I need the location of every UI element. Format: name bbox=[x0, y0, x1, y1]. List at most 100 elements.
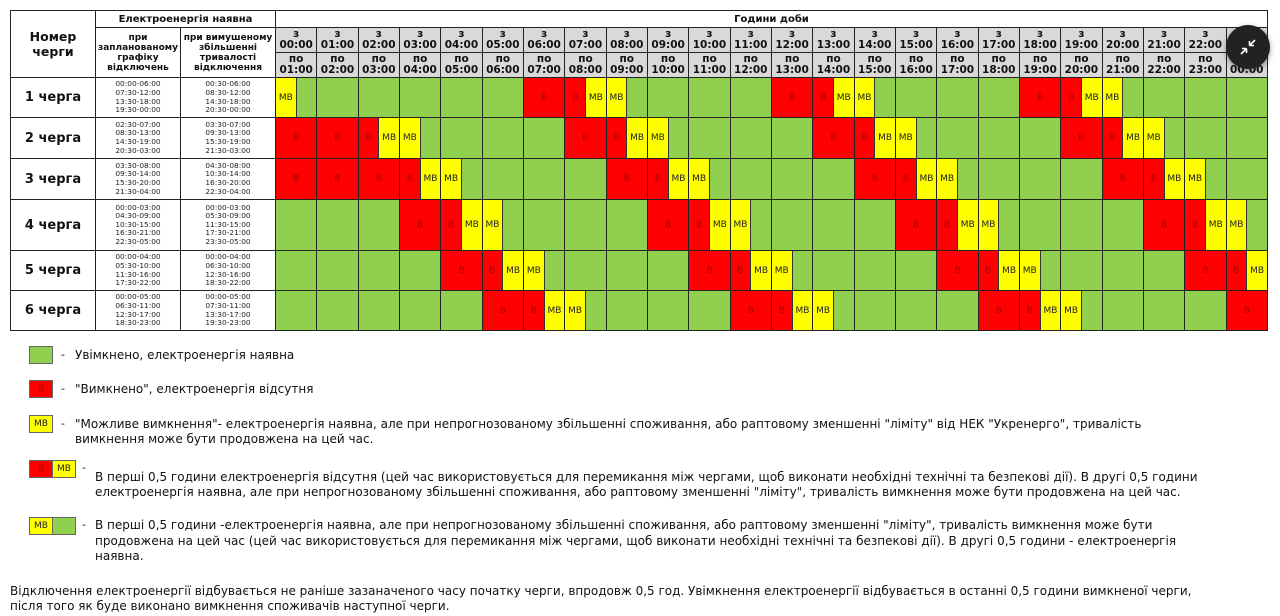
hour-to-header: по 14:00 bbox=[812, 52, 855, 78]
half-cell-on bbox=[1039, 251, 1061, 290]
half-cell-on bbox=[460, 159, 482, 199]
half-cell-off: В bbox=[771, 291, 792, 330]
hour-cell-split: В МВ bbox=[977, 250, 1020, 291]
half-cell-maybe: МВ bbox=[1163, 159, 1185, 199]
hour-cell-on bbox=[977, 77, 1020, 118]
cell-label bbox=[1061, 159, 1101, 199]
legend-swatch-off: В bbox=[29, 380, 53, 398]
half-cell-on bbox=[1080, 291, 1102, 330]
footer-note-1: Відключення електроенергії відбувається … bbox=[10, 584, 1192, 598]
planned-column-header: при запланованому графіку відключень bbox=[95, 27, 181, 78]
to-prefix: по bbox=[908, 53, 924, 65]
cell-label bbox=[1061, 251, 1101, 290]
cell-label bbox=[607, 251, 647, 290]
cell-label bbox=[855, 291, 895, 330]
half-cell-on bbox=[708, 159, 730, 199]
swatch-label: В bbox=[30, 461, 52, 477]
time-range: 14:30-18:00 bbox=[205, 96, 251, 106]
hour-cell-split: МВ bbox=[646, 117, 690, 159]
hour-from-header: з 13:00 bbox=[812, 27, 855, 53]
hour-from: 21:00 bbox=[1147, 39, 1181, 51]
cell-label: В bbox=[1202, 265, 1209, 276]
cell-label bbox=[483, 118, 523, 158]
queue-label: 5 черга bbox=[10, 250, 96, 291]
time-range: 20:30-00:00 bbox=[205, 105, 251, 115]
hour-cell-split: В МВ bbox=[398, 158, 442, 200]
half-cell-on bbox=[791, 251, 813, 290]
hour-from: 03:00 bbox=[403, 39, 437, 51]
hour-cell-on bbox=[853, 290, 896, 331]
half-cell-maybe: МВ bbox=[606, 78, 627, 117]
time-range: 18:30-23:00 bbox=[115, 318, 161, 328]
time-range: 00:00-04:00 bbox=[115, 252, 161, 262]
cell-label: В bbox=[747, 305, 754, 316]
half-cell-on bbox=[915, 118, 937, 158]
hour-cell-off: В bbox=[729, 290, 772, 331]
cell-label: В bbox=[1119, 174, 1126, 184]
hour-cell-on bbox=[605, 199, 648, 251]
hour-cell-off: В bbox=[274, 158, 318, 200]
queue-label: 2 черга bbox=[10, 117, 96, 159]
legend-dash: - bbox=[82, 461, 86, 474]
hour-cell-split: В МВ bbox=[894, 158, 938, 200]
cell-label bbox=[1061, 200, 1101, 250]
hour-cell-split: МВ bbox=[688, 158, 731, 200]
cell-label bbox=[1185, 118, 1225, 158]
hour-from-header: з 16:00 bbox=[936, 27, 979, 53]
hour-cell-off: В bbox=[1060, 117, 1103, 159]
to-prefix: по bbox=[1115, 53, 1130, 65]
hour-cell-on bbox=[1018, 158, 1062, 200]
half-cell-maybe: МВ bbox=[978, 200, 999, 250]
from-prefix: з bbox=[1202, 28, 1209, 40]
hour-to: 21:00 bbox=[1106, 64, 1140, 76]
available-group-header: Електроенергія наявна bbox=[95, 10, 276, 28]
collapse-fullscreen-button[interactable] bbox=[1226, 25, 1270, 69]
hour-cell-on bbox=[522, 158, 566, 200]
from-prefix: з bbox=[954, 28, 961, 40]
cell-label bbox=[813, 251, 853, 290]
half-cell-off: В bbox=[523, 291, 544, 330]
hour-to: 02:00 bbox=[320, 64, 355, 76]
time-range: 08:30-12:00 bbox=[205, 87, 251, 97]
half-cell-maybe: МВ bbox=[771, 251, 792, 290]
hour-cell-off: В bbox=[646, 199, 690, 251]
hour-to: 09:00 bbox=[610, 64, 644, 76]
legend-swatch-maybe-on: МВ bbox=[29, 517, 76, 535]
half-cell-maybe: МВ bbox=[730, 200, 751, 250]
cell-label bbox=[1227, 118, 1267, 158]
hour-cell-on bbox=[1184, 77, 1227, 118]
hour-cell-split: В МВ bbox=[812, 77, 855, 118]
cell-label: В bbox=[1036, 92, 1044, 103]
collapse-icon bbox=[1240, 39, 1256, 55]
hour-cell-on bbox=[688, 290, 731, 331]
swatch-label: МВ bbox=[30, 518, 52, 534]
hour-cell-on bbox=[812, 199, 855, 251]
hour-to-header: по 04:00 bbox=[398, 52, 442, 78]
time-range: 19:30-23:00 bbox=[205, 318, 251, 328]
hour-cell-on bbox=[481, 77, 524, 118]
hour-from-header: з 00:00 bbox=[274, 27, 318, 53]
forced-times: 00:00-03:00 05:30-09:00 11:30-15:00 17:30-2… bbox=[180, 199, 276, 251]
half-cell-on bbox=[1204, 159, 1226, 199]
hour-from: 14:00 bbox=[858, 39, 892, 51]
cell-label bbox=[1227, 159, 1267, 199]
half-cell-off: В bbox=[689, 200, 709, 250]
hour-from: 08:00 bbox=[610, 39, 644, 51]
hour-cell-off: В bbox=[564, 117, 607, 159]
hour-from-header: з 09:00 bbox=[646, 27, 690, 53]
cell-label bbox=[648, 291, 688, 330]
to-prefix: по bbox=[1198, 53, 1213, 65]
cell-label: В bbox=[912, 220, 920, 230]
cell-label bbox=[1020, 159, 1060, 199]
from-prefix: з bbox=[789, 28, 796, 40]
half-cell-off: В bbox=[1226, 251, 1247, 290]
time-range: 00:00-03:00 bbox=[115, 202, 161, 212]
hour-cell-on bbox=[440, 290, 483, 331]
cell-label: В bbox=[293, 133, 300, 143]
time-range: 16:30-21:00 bbox=[115, 228, 161, 238]
half-cell-on bbox=[584, 291, 606, 330]
time-range: 14:30-19:00 bbox=[115, 137, 161, 146]
cell-label: В bbox=[458, 265, 465, 276]
half-cell-maybe: МВ bbox=[502, 251, 523, 290]
half-cell-off: В bbox=[647, 159, 668, 199]
